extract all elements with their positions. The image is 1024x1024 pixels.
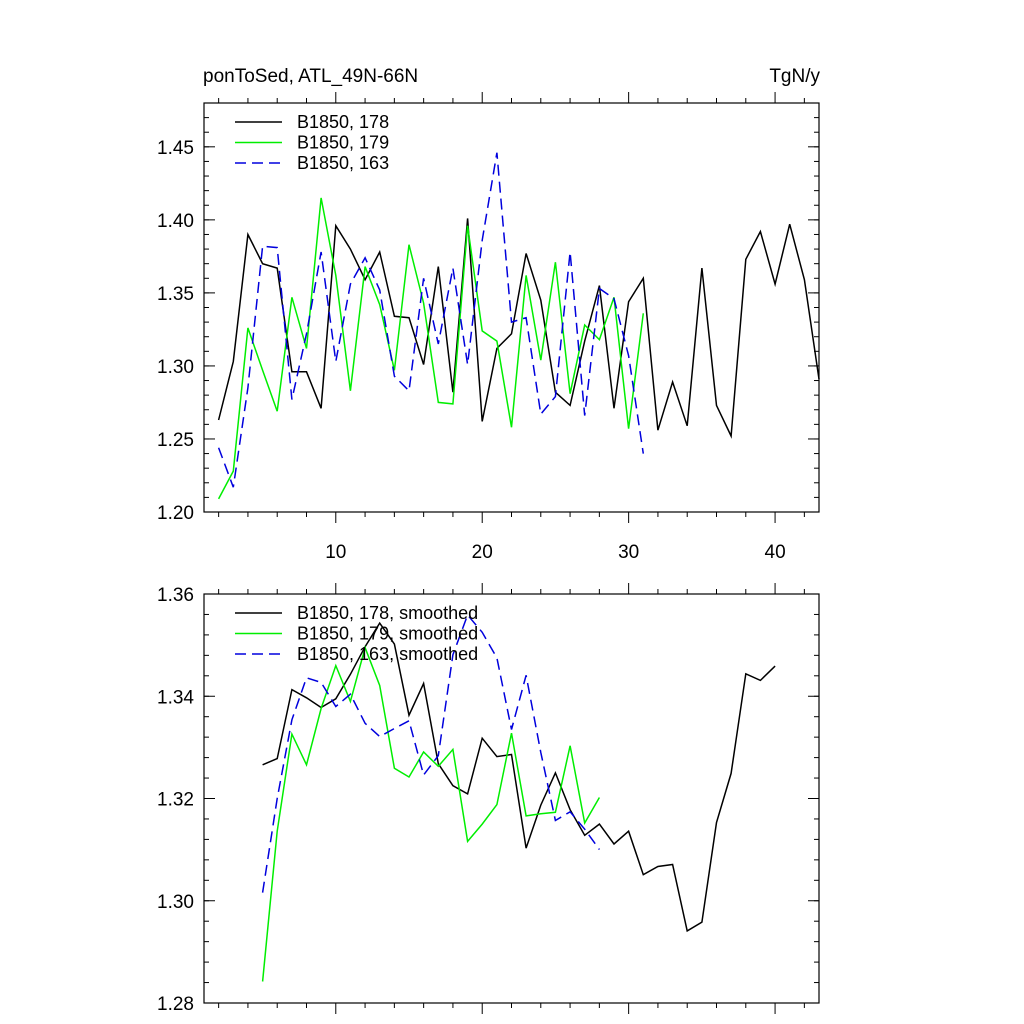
series-lines [261, 613, 776, 982]
series-lines [217, 152, 820, 500]
chart-title-right: TgN/y [769, 66, 820, 87]
y-tick-label: 1.45 [157, 138, 194, 159]
y-tick-label: 1.28 [157, 994, 194, 1015]
legend-label: B1850, 179 [297, 133, 389, 153]
chart-title-left: ponToSed, ATL_49N-66N [203, 66, 418, 87]
axis-ticks: 1.28 1.30 1.32 1.34 1.36 [157, 583, 819, 1015]
x-tick-label: 30 [618, 542, 639, 563]
series-line-b1850-163 [217, 152, 645, 488]
y-tick-label: 1.25 [157, 430, 194, 451]
y-tick-label: 1.35 [157, 284, 194, 305]
x-tick-label: 40 [765, 542, 786, 563]
top-chart-panel: ponToSed, ATL_49N-66N TgN/y 1.20 1.25 1.30… [157, 66, 820, 563]
y-tick-label: 1.34 [157, 687, 194, 708]
y-tick-label: 1.30 [157, 892, 194, 913]
legend-label: B1850, 179, smoothed [297, 624, 478, 644]
x-tick-label: 20 [472, 542, 493, 563]
series-line-b1850-178-smoothed [262, 621, 776, 933]
series-line-b1850-179 [217, 197, 645, 500]
axis-ticks: 1.20 1.25 1.30 1.35 1.40 1.45 10 20 30 40 [157, 92, 819, 563]
bottom-chart-panel: 1.28 1.30 1.32 1.34 1.36 B1850, 178, smoothe… [157, 583, 820, 1015]
legend-label: B1850, 163, smoothed [297, 644, 478, 664]
x-tick-label: 10 [325, 542, 346, 563]
series-line-b1850-179-smoothed [261, 645, 601, 982]
legend-label: B1850, 163 [297, 153, 389, 173]
y-tick-label: 1.32 [157, 790, 194, 811]
y-tick-label: 1.30 [157, 357, 194, 378]
legend-label: B1850, 178, smoothed [297, 603, 478, 623]
y-tick-label: 1.40 [157, 211, 194, 232]
series-line-b1850-178 [217, 218, 820, 439]
y-tick-label: 1.20 [157, 503, 194, 524]
y-tick-label: 1.36 [157, 585, 194, 606]
legend-label: B1850, 178 [297, 112, 389, 132]
